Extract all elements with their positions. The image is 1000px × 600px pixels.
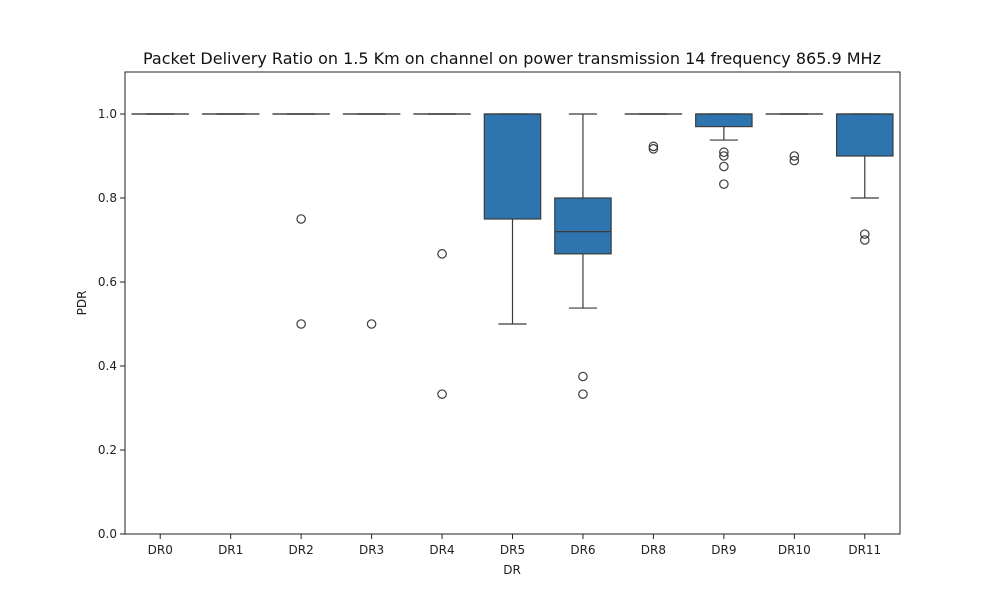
x-tick-label: DR1 — [218, 543, 243, 557]
x-tick-label: DR2 — [289, 543, 314, 557]
box-dr4 — [413, 113, 471, 399]
x-axis-label: DR — [503, 563, 521, 577]
outlier-point — [437, 249, 447, 259]
y-tick-label: 0.6 — [98, 275, 117, 289]
x-tick-label: DR0 — [148, 543, 173, 557]
outlier-point — [719, 161, 729, 172]
y-axis-label: PDR — [75, 291, 89, 316]
box-body — [554, 197, 612, 255]
outlier-point — [648, 144, 659, 154]
x-tick-label: DR9 — [711, 543, 736, 557]
outlier-point — [789, 155, 800, 166]
box-dr3 — [342, 113, 401, 329]
outlier-point — [366, 319, 377, 329]
chart-title: Packet Delivery Ratio on 1.5 Km on chann… — [143, 49, 881, 68]
box-body — [695, 113, 753, 128]
box-dr10 — [765, 113, 824, 166]
box-body — [835, 113, 894, 157]
box-dr11 — [835, 113, 894, 245]
y-axis: 0.0 0.2 0.4 0.6 0.8 1.0 — [98, 107, 125, 541]
y-tick-label: 0.4 — [98, 359, 117, 373]
outlier-point — [789, 151, 800, 161]
outlier-point — [859, 229, 870, 239]
outlier-point — [296, 214, 306, 224]
outlier-point — [437, 389, 447, 399]
y-tick-label: 0.8 — [98, 191, 117, 205]
x-tick-label: DR11 — [848, 543, 881, 557]
x-tick-label: DR5 — [500, 543, 525, 557]
box-dr2 — [272, 113, 330, 329]
y-tick-label: 1.0 — [98, 107, 117, 121]
outlier-point — [578, 371, 588, 382]
outlier-point — [719, 147, 729, 158]
box-dr5 — [483, 113, 542, 325]
outlier-point — [296, 319, 306, 329]
outlier-point — [648, 141, 659, 152]
x-tick-label: DR8 — [641, 543, 666, 557]
boxes — [131, 113, 894, 399]
box-dr6 — [554, 113, 612, 399]
y-tick-label: 0.0 — [98, 527, 117, 541]
x-tick-label: DR6 — [570, 543, 595, 557]
outlier-point — [859, 235, 870, 245]
box-dr8 — [624, 113, 683, 154]
outlier-point — [719, 179, 729, 189]
x-tick-label: DR10 — [778, 543, 811, 557]
box-dr9 — [695, 113, 753, 189]
x-tick-label: DR4 — [429, 543, 454, 557]
box-body — [483, 113, 542, 220]
outlier-point — [719, 151, 729, 161]
y-tick-label: 0.2 — [98, 443, 117, 457]
outlier-point — [578, 389, 588, 399]
x-axis: DR0 DR1 DR2 DR3 DR4 DR5 DR6 DR8 DR9 DR10 DR11 — [148, 534, 881, 557]
x-tick-label: DR3 — [359, 543, 384, 557]
